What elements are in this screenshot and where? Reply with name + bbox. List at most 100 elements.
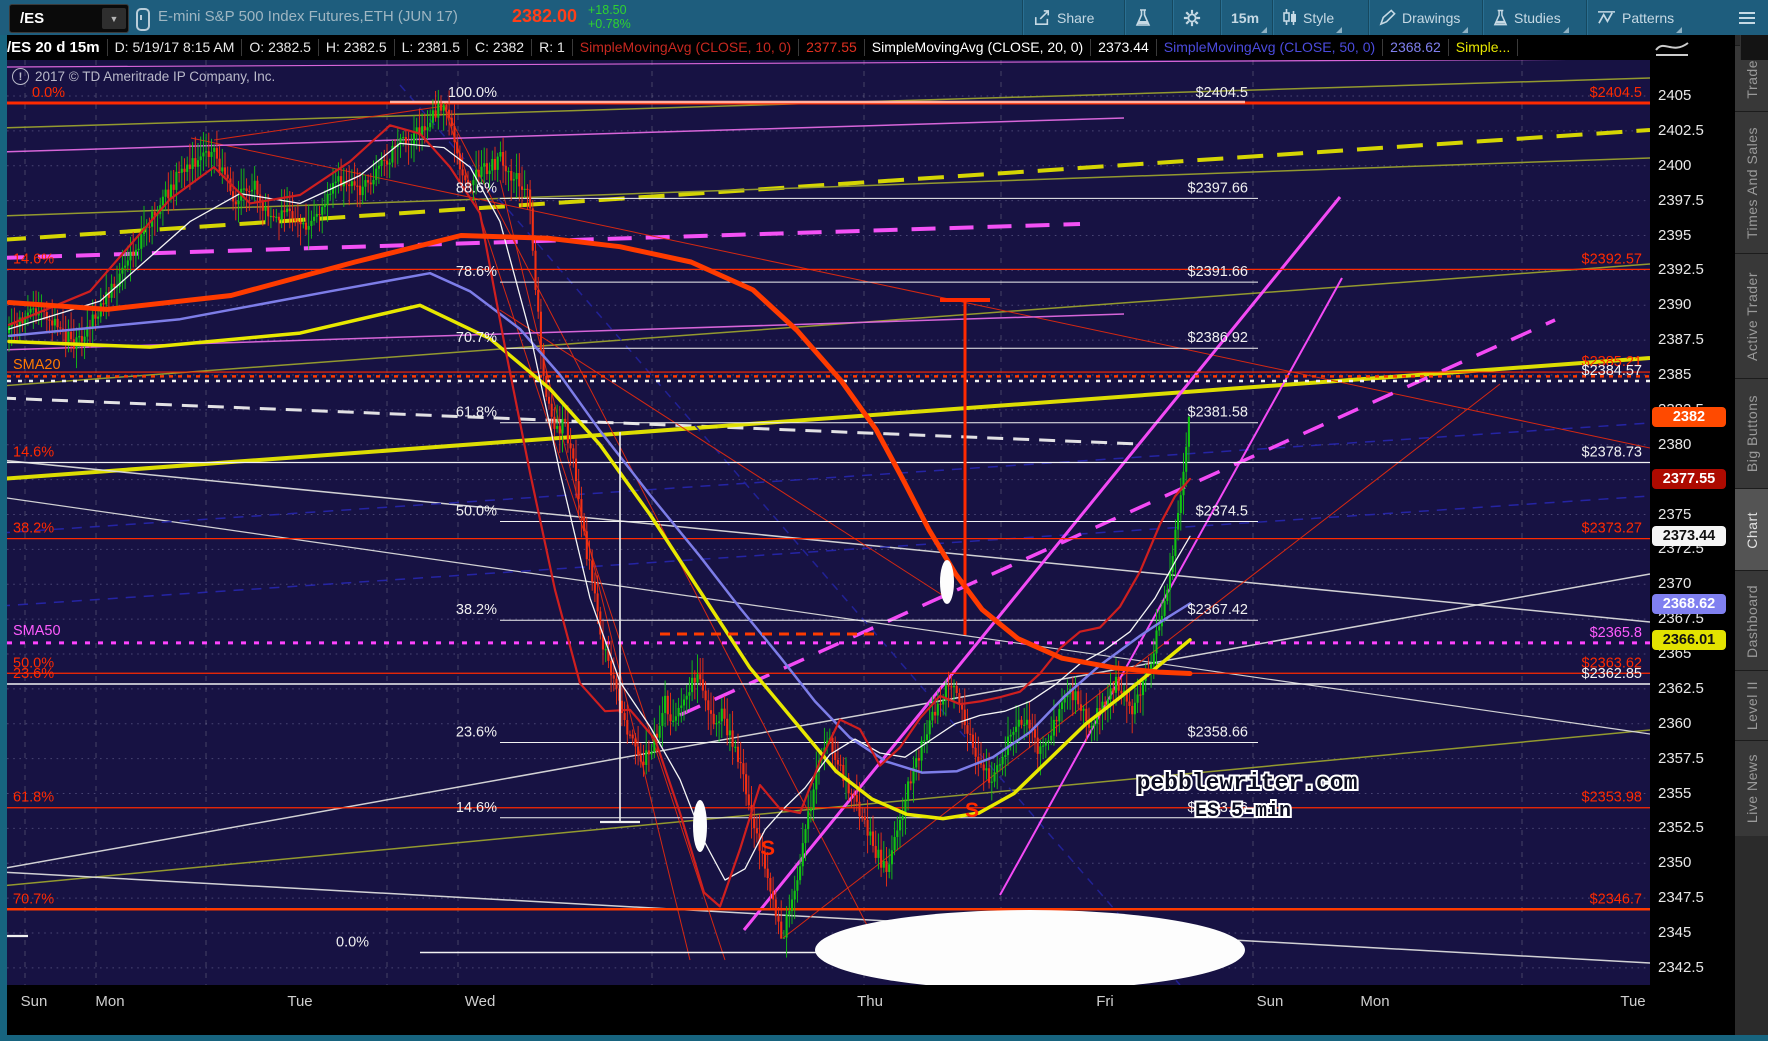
change-points: +18.50 bbox=[588, 3, 627, 17]
day-label: Fri bbox=[1096, 993, 1114, 1010]
status-cell: D: 5/19/17 8:15 AM bbox=[108, 39, 243, 56]
sidebar-tab-active-trader[interactable]: Active Trader bbox=[1735, 253, 1768, 379]
status-cell: R: 1 bbox=[532, 39, 573, 56]
status-cell: 2373.44 bbox=[1091, 39, 1157, 56]
sidebar-tabs: Trade Times And Sales Active Trader Big But… bbox=[1735, 35, 1768, 1041]
sidebar-tab-label: Trade bbox=[1743, 59, 1760, 99]
status-cell: SimpleMovingAvg (CLOSE, 10, 0) bbox=[573, 39, 800, 56]
status-cell: H: 2382.5 bbox=[319, 39, 395, 56]
status-cell: SimpleMovingAvg (CLOSE, 50, 0) bbox=[1157, 39, 1384, 56]
window-border-left bbox=[0, 35, 7, 1041]
studies-button[interactable]: Studies bbox=[1482, 0, 1571, 35]
symbol-input[interactable]: /ES ▼ bbox=[9, 4, 129, 33]
sidebar-tab-chart[interactable]: Chart bbox=[1735, 488, 1768, 571]
sidebar-tab-level-ii[interactable]: Level II bbox=[1735, 670, 1768, 741]
day-label: Mon bbox=[95, 993, 125, 1010]
price-tick: 2387.5 bbox=[1658, 331, 1704, 349]
patterns-label: Patterns bbox=[1622, 9, 1675, 26]
share-label: Share bbox=[1057, 9, 1095, 26]
price-bubble: 2366.01 bbox=[1652, 629, 1726, 650]
onDemand-button[interactable] bbox=[1124, 0, 1161, 35]
price-tick: 2405 bbox=[1658, 87, 1692, 104]
status-cell: C: 2382 bbox=[468, 39, 533, 56]
studies-flask-icon bbox=[1493, 9, 1508, 25]
link-icon[interactable] bbox=[136, 8, 150, 31]
price-change: +18.50 +0.78% bbox=[588, 3, 631, 31]
sidebar-tab-times-and-sales[interactable]: Times And Sales bbox=[1735, 111, 1768, 254]
symbol-value: /ES bbox=[20, 10, 45, 27]
status-cell: SimpleMovingAvg (CLOSE, 20, 0) bbox=[865, 39, 1092, 56]
sidebar-tab-label: Times And Sales bbox=[1743, 126, 1760, 240]
sidebar-tab-big-buttons[interactable]: Big Buttons bbox=[1735, 378, 1768, 489]
day-label: Mon bbox=[1360, 993, 1390, 1010]
sidebar-tab-label: Chart bbox=[1743, 511, 1760, 549]
day-label: Thu bbox=[857, 993, 883, 1010]
alert-icon: ! bbox=[12, 68, 29, 85]
patterns-icon bbox=[1598, 11, 1615, 24]
flask-icon bbox=[1135, 8, 1151, 26]
day-label: Wed bbox=[464, 993, 496, 1010]
price-bubble: 2373.44 bbox=[1652, 526, 1726, 547]
status-row-end-box bbox=[1740, 35, 1768, 60]
sidebar-tab-label: Live News bbox=[1743, 753, 1760, 824]
status-cell: 2368.62 bbox=[1383, 39, 1449, 56]
menu-icon bbox=[1739, 11, 1755, 24]
chart-plot-area[interactable] bbox=[7, 60, 1650, 985]
price-tick: 2380 bbox=[1658, 435, 1692, 453]
price-tick: 2347.5 bbox=[1658, 889, 1704, 907]
drawings-label: Drawings bbox=[1402, 9, 1461, 26]
copyright-notice: ! 2017 © TD Ameritrade IP Company, Inc. bbox=[12, 68, 275, 85]
price-tick: 2392.5 bbox=[1658, 261, 1704, 279]
price-tick: 2367.5 bbox=[1658, 610, 1704, 628]
price-tick: 2345 bbox=[1658, 924, 1692, 941]
share-button[interactable]: Share bbox=[1022, 0, 1104, 35]
day-label: Sun bbox=[1256, 993, 1284, 1010]
axis-scale-icon[interactable] bbox=[1652, 37, 1696, 59]
day-label: Tue bbox=[287, 993, 313, 1010]
price-tick: 2402.5 bbox=[1658, 121, 1704, 139]
status-cell: Simple... bbox=[1449, 39, 1519, 56]
price-tick: 2385 bbox=[1658, 366, 1692, 383]
price-tick: 2400 bbox=[1658, 156, 1692, 174]
symbol-dropdown-button[interactable]: ▼ bbox=[102, 8, 126, 29]
price-bubble: 2368.62 bbox=[1652, 593, 1726, 614]
sidebar-tab-label: Level II bbox=[1743, 681, 1760, 731]
drawings-button[interactable]: Drawings bbox=[1368, 0, 1470, 35]
share-icon bbox=[1034, 9, 1050, 25]
sidebar-tab-live-news[interactable]: Live News bbox=[1735, 740, 1768, 836]
settings-button[interactable] bbox=[1172, 0, 1211, 35]
sidebar-tab-label: Big Buttons bbox=[1743, 395, 1760, 473]
gear-icon bbox=[1183, 9, 1201, 26]
chart-menu-button[interactable] bbox=[1728, 0, 1766, 35]
window-border-bottom bbox=[0, 1035, 1768, 1041]
day-label: Tue bbox=[1620, 993, 1646, 1010]
price-tick: 2397.5 bbox=[1658, 191, 1704, 209]
chart-status-row: /ES 20 d 15m D: 5/19/17 8:15 AM O: 2382.5 H… bbox=[0, 35, 1735, 60]
interval-button[interactable]: 15m bbox=[1220, 0, 1269, 35]
price-tick: 2375 bbox=[1658, 505, 1692, 523]
price-tick: 2390 bbox=[1658, 296, 1692, 314]
status-cell: /ES 20 d 15m bbox=[0, 39, 108, 56]
price-tick: 2342.5 bbox=[1658, 958, 1704, 976]
price-tick: 2395 bbox=[1658, 226, 1692, 244]
change-percent: +0.78% bbox=[588, 17, 631, 31]
price-tick: 2370 bbox=[1658, 575, 1692, 593]
status-cell: 2377.55 bbox=[799, 39, 865, 56]
style-label: Style bbox=[1303, 9, 1335, 26]
sidebar-tab-dashboard[interactable]: Dashboard bbox=[1735, 570, 1768, 671]
patterns-button[interactable]: Patterns bbox=[1586, 0, 1684, 35]
price-tick: 2350 bbox=[1658, 854, 1692, 872]
sidebar-tab-label: Dashboard bbox=[1743, 584, 1760, 658]
status-cell: L: 2381.5 bbox=[395, 39, 469, 56]
chart-toolbar: /ES ▼ E-mini S&P 500 Index Futures,ETH (… bbox=[0, 0, 1768, 35]
day-label: Sun bbox=[20, 993, 48, 1010]
studies-label: Studies bbox=[1514, 9, 1561, 26]
status-cell: O: 2382.5 bbox=[242, 39, 319, 56]
time-axis[interactable]: Sun Mon Tue Wed Thu Fri Sun Mon Tue bbox=[0, 985, 1768, 1035]
interval-label: 15m bbox=[1231, 9, 1260, 26]
style-button[interactable]: Style bbox=[1272, 0, 1344, 35]
price-tick: 2357.5 bbox=[1658, 749, 1704, 767]
price-axis[interactable]: 2405 2402.5 2400 2397.5 2395 2392.5 2390 2387.5… bbox=[1650, 60, 1735, 985]
price-tick: 2362.5 bbox=[1658, 679, 1704, 697]
